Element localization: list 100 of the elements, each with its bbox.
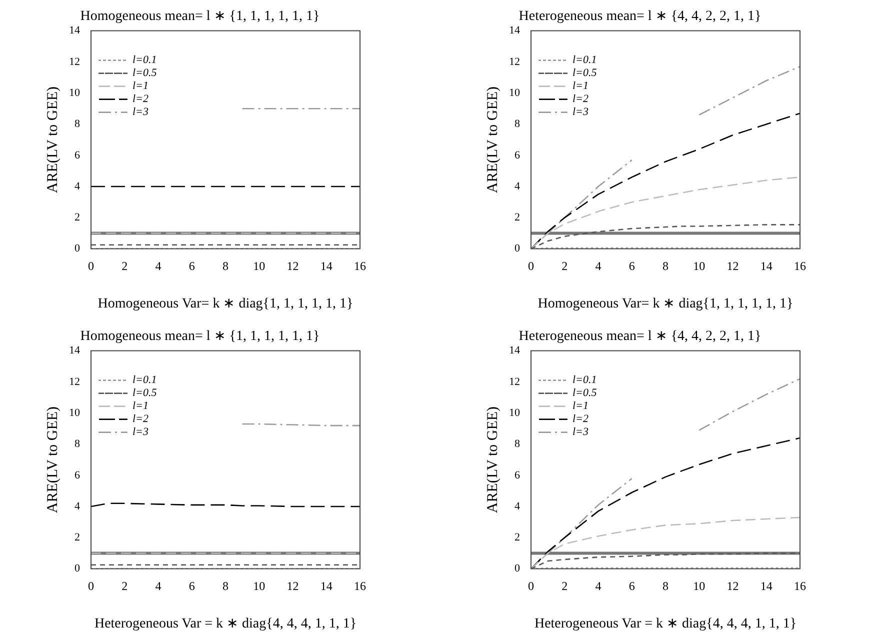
legend-label: l=3 (572, 106, 589, 118)
y-tick-label: 0 (514, 242, 520, 255)
x-axis-title: Homogeneous Var= k ∗ diag{1, 1, 1, 1, 1, 1} (538, 296, 794, 312)
legend-label: l=3 (132, 106, 149, 118)
y-axis-title: ARE(LV to GEE) (44, 86, 61, 194)
x-tick-label: 0 (88, 259, 94, 274)
y-tick-label: 4 (74, 180, 80, 192)
legend-label: l=2 (132, 93, 149, 106)
x-tick-label: 16 (354, 579, 366, 594)
x-tick-label: 2 (562, 259, 568, 274)
legend-label: l=1 (572, 400, 588, 412)
x-tick-label: 4 (155, 579, 162, 594)
x-tick-label: 16 (794, 259, 806, 274)
y-tick-label: 2 (74, 532, 80, 544)
x-tick-label: 0 (528, 259, 534, 274)
y-axis-title: ARE(LV to GEE) (484, 86, 501, 194)
legend-label: l=0.5 (132, 67, 158, 80)
x-tick-label: 8 (662, 579, 668, 594)
y-tick-label: 12 (69, 376, 80, 388)
x-axis-title: Heterogeneous Var = k ∗ diag{4, 4, 4, 1, 1, 1} (534, 616, 797, 632)
legend-label: l=0.1 (572, 54, 597, 66)
legend-label: l=0.5 (572, 67, 598, 80)
x-tick-label: 4 (595, 259, 602, 274)
x-tick-label: 10 (253, 579, 266, 594)
y-tick-label: 12 (69, 56, 80, 68)
y-tick-label: 10 (509, 86, 520, 99)
y-tick-label: 0 (74, 242, 80, 255)
x-tick-label: 12 (286, 579, 299, 594)
x-tick-label: 8 (222, 579, 228, 594)
y-tick-label: 8 (514, 438, 520, 450)
y-tick-label: 2 (74, 212, 80, 224)
y-tick-label: 6 (74, 469, 80, 482)
y-tick-label: 14 (69, 344, 80, 357)
y-tick-label: 8 (514, 118, 520, 130)
y-tick-label: 8 (74, 118, 80, 130)
y-tick-label: 6 (74, 149, 80, 162)
legend-label: l=0.1 (132, 374, 157, 386)
y-tick-label: 10 (69, 406, 80, 419)
x-tick-label: 6 (628, 579, 635, 594)
legend-label: l=1 (132, 80, 148, 92)
x-tick-label: 10 (253, 259, 266, 274)
y-tick-label: 6 (514, 469, 520, 482)
x-tick-label: 16 (794, 579, 806, 594)
y-tick-label: 8 (74, 438, 80, 450)
y-axis-title: ARE(LV to GEE) (44, 406, 61, 514)
x-tick-label: 6 (188, 579, 195, 594)
y-tick-label: 4 (74, 500, 80, 512)
x-tick-label: 6 (628, 259, 635, 274)
y-axis-title: ARE(LV to GEE) (484, 406, 501, 514)
x-tick-label: 12 (726, 579, 739, 594)
x-tick-label: 14 (760, 579, 772, 594)
x-tick-label: 2 (122, 259, 128, 274)
y-tick-label: 14 (69, 24, 80, 37)
x-tick-label: 10 (693, 579, 706, 594)
legend-label: l=3 (132, 426, 149, 438)
x-tick-label: 6 (188, 259, 195, 274)
x-tick-label: 4 (155, 259, 162, 274)
legend-label: l=0.1 (132, 54, 157, 66)
chart-title: Homogeneous mean= l ∗ {1, 1, 1, 1, 1, 1} (80, 9, 320, 24)
legend-label: l=1 (132, 400, 148, 412)
y-tick-label: 6 (514, 149, 520, 162)
y-tick-label: 12 (509, 376, 520, 388)
x-tick-label: 14 (760, 259, 772, 274)
x-tick-label: 12 (726, 259, 739, 274)
x-tick-label: 2 (562, 579, 568, 594)
y-tick-label: 2 (514, 532, 520, 544)
y-tick-label: 0 (514, 562, 520, 575)
y-tick-label: 12 (509, 56, 520, 68)
y-tick-label: 14 (509, 24, 520, 37)
x-tick-label: 14 (320, 579, 332, 594)
y-tick-label: 10 (69, 86, 80, 99)
legend-label: l=0.5 (132, 387, 158, 400)
y-tick-label: 14 (509, 344, 520, 357)
y-tick-label: 2 (514, 212, 520, 224)
x-tick-label: 16 (354, 259, 366, 274)
x-tick-label: 4 (595, 579, 602, 594)
y-tick-label: 10 (509, 406, 520, 419)
x-tick-label: 10 (693, 259, 706, 274)
chart-title: Heterogeneous mean= l ∗ {4, 4, 2, 2, 1, 1} (518, 9, 762, 24)
x-axis-title: Heterogeneous Var = k ∗ diag{4, 4, 4, 1, 1, 1} (94, 616, 357, 632)
legend-label: l=2 (572, 93, 589, 106)
x-axis-title: Homogeneous Var= k ∗ diag{1, 1, 1, 1, 1, 1} (98, 296, 354, 312)
chart-title: Homogeneous mean= l ∗ {1, 1, 1, 1, 1, 1} (80, 329, 320, 344)
chart-title: Heterogeneous mean= l ∗ {4, 4, 2, 2, 1, 1} (518, 329, 762, 344)
legend-label: l=2 (572, 413, 589, 426)
x-tick-label: 14 (320, 259, 332, 274)
y-tick-label: 4 (514, 180, 520, 192)
legend-label: l=0.1 (572, 374, 597, 386)
x-tick-label: 12 (286, 259, 299, 274)
x-tick-label: 8 (222, 259, 228, 274)
legend-label: l=2 (132, 413, 149, 426)
x-tick-label: 8 (662, 259, 668, 274)
x-tick-label: 0 (88, 579, 94, 594)
y-tick-label: 0 (74, 562, 80, 575)
x-tick-label: 0 (528, 579, 534, 594)
legend-label: l=1 (572, 80, 588, 92)
x-tick-label: 2 (122, 579, 128, 594)
y-tick-label: 4 (514, 500, 520, 512)
legend-label: l=0.5 (572, 387, 598, 400)
legend-label: l=3 (572, 426, 589, 438)
